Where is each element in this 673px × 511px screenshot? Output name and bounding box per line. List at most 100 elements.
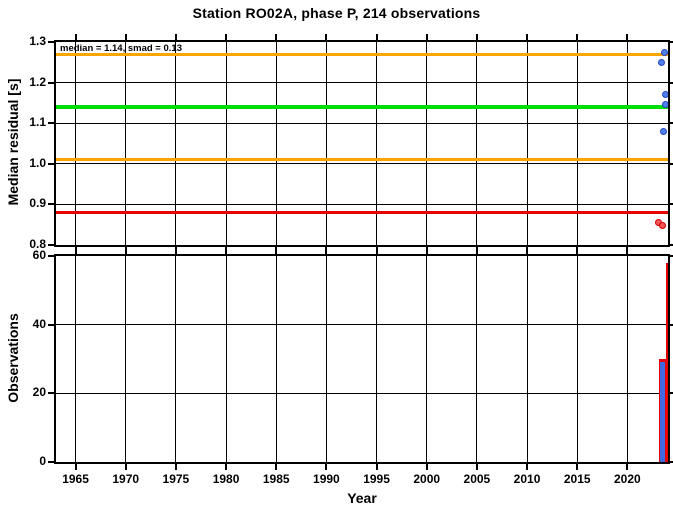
x-tick-label: 1970 <box>112 472 140 486</box>
x-tick-mark <box>375 464 378 470</box>
residual-point-blue <box>661 101 668 109</box>
x-tick-mark <box>526 34 529 40</box>
x-gridline <box>626 256 628 462</box>
x-tick-mark <box>124 464 127 470</box>
x-tick-mark <box>174 34 177 40</box>
obs-bar-blue <box>660 362 666 462</box>
y-tick-label: 0.8 <box>29 237 46 251</box>
x-tick-mark <box>325 464 328 470</box>
x-tick-mark <box>174 464 177 470</box>
x-tick-mark <box>225 248 228 254</box>
x-tick-mark <box>425 34 428 40</box>
residual-point-blue <box>660 48 668 56</box>
x-tick-label: 1980 <box>212 472 240 486</box>
x-gridline <box>75 42 77 245</box>
x-tick-mark <box>325 248 328 254</box>
x-tick-label: 2010 <box>513 472 541 486</box>
x-tick-mark <box>275 464 278 470</box>
x-gridline <box>125 256 127 462</box>
residual-plot: median = 1.14, smad = 0.13 <box>54 40 670 247</box>
x-tick-mark <box>475 248 478 254</box>
y-tick-mark <box>670 392 673 395</box>
x-tick-mark <box>425 248 428 254</box>
x-gridline <box>175 256 177 462</box>
x-gridline <box>325 256 327 462</box>
x-gridline <box>175 42 177 245</box>
y-tick-mark <box>48 203 54 206</box>
x-tick-mark <box>225 34 228 40</box>
residual-point-blue <box>658 58 666 66</box>
x-gridline <box>476 42 478 245</box>
x-tick-mark <box>275 34 278 40</box>
x-gridline <box>426 42 428 245</box>
x-tick-mark <box>475 34 478 40</box>
residual-point-red <box>658 222 666 229</box>
y-gridline <box>56 122 668 124</box>
x-gridline <box>426 256 428 462</box>
x-tick-mark <box>526 248 529 254</box>
x-tick-mark <box>174 248 177 254</box>
y-tick-mark <box>48 41 54 43</box>
median-line <box>56 104 668 109</box>
x-tick-mark <box>74 464 77 470</box>
y-tick-mark <box>48 392 54 395</box>
upper-smad-line <box>56 52 668 56</box>
x-gridline <box>75 256 77 462</box>
chart-title: Station RO02A, phase P, 214 observations <box>192 5 481 21</box>
x-gridline <box>376 42 378 245</box>
y-gridline <box>56 392 668 394</box>
x-tick-label: 1995 <box>363 472 390 486</box>
x-tick-mark <box>275 248 278 254</box>
residual-point-blue <box>659 127 667 135</box>
x-gridline <box>526 256 528 462</box>
x-tick-label: 2000 <box>413 472 441 486</box>
x-tick-mark <box>626 34 629 40</box>
y-tick-label: 0.9 <box>29 196 46 211</box>
x-tick-mark <box>325 34 328 40</box>
y-tick-mark <box>48 323 54 326</box>
y-tick-mark <box>670 41 673 43</box>
y-tick-label: 1.2 <box>29 74 46 89</box>
y-tick-mark <box>48 122 54 125</box>
y-tick-mark <box>670 323 673 326</box>
y-tick-label: 1.1 <box>29 115 46 130</box>
residual-y-axis-label: Median residual [s] <box>5 78 21 206</box>
x-tick-label: 1985 <box>262 472 290 486</box>
x-axis-label: Year <box>347 490 377 506</box>
x-tick-mark <box>425 464 428 470</box>
x-tick-mark <box>576 464 579 470</box>
x-tick-mark <box>225 464 228 470</box>
y-tick-label: 1.0 <box>29 155 46 170</box>
y-tick-mark <box>48 162 54 165</box>
x-tick-label: 1965 <box>62 472 89 486</box>
x-gridline <box>376 256 378 462</box>
residual-point-blue <box>661 91 668 99</box>
y-tick-mark <box>48 81 54 84</box>
x-gridline <box>476 256 478 462</box>
x-tick-mark <box>375 34 378 40</box>
y-tick-mark <box>48 255 54 257</box>
lower-smad-line <box>56 158 668 162</box>
stats-annotation: median = 1.14, smad = 0.13 <box>60 43 182 54</box>
x-tick-label: 1975 <box>162 472 190 486</box>
y-tick-mark <box>670 122 673 125</box>
x-tick-label: 2015 <box>563 472 591 486</box>
x-tick-mark <box>124 248 127 254</box>
x-gridline <box>225 42 227 245</box>
x-tick-mark <box>375 248 378 254</box>
y-tick-label: 40 <box>32 316 46 331</box>
y-gridline <box>56 82 668 84</box>
x-gridline <box>225 256 227 462</box>
x-tick-mark <box>626 464 629 470</box>
x-tick-mark <box>124 34 127 40</box>
obs-bar-red <box>665 262 668 462</box>
y-tick-label: 1.3 <box>29 34 46 48</box>
y-tick-mark <box>670 162 673 165</box>
y-tick-mark <box>48 244 54 246</box>
y-tick-label: 60 <box>32 248 46 262</box>
y-gridline <box>56 324 668 326</box>
outlier-threshold-line <box>56 211 668 215</box>
y-tick-mark <box>670 461 673 463</box>
x-gridline <box>576 42 578 245</box>
y-tick-mark <box>670 255 673 257</box>
